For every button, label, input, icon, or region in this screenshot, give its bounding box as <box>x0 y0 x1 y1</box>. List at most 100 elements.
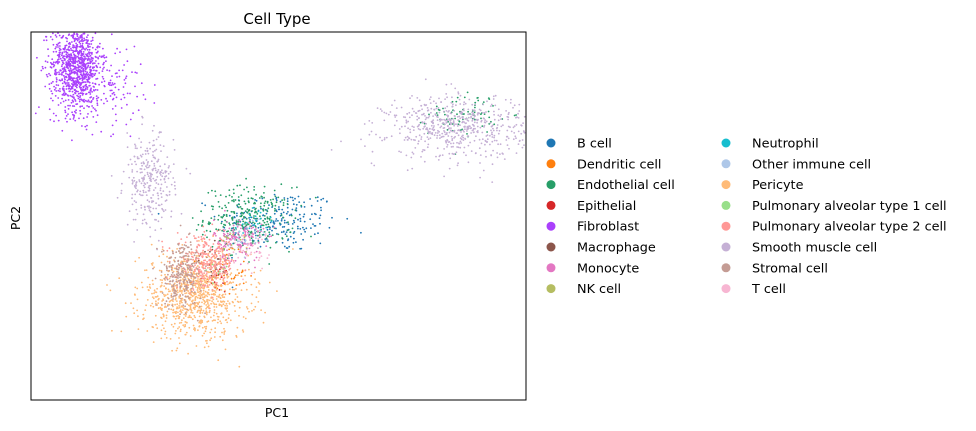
data-point <box>111 329 113 332</box>
data-point <box>120 107 123 109</box>
data-point <box>237 196 240 198</box>
data-point <box>252 233 255 236</box>
data-point <box>179 328 182 331</box>
data-point <box>242 316 245 318</box>
data-point <box>474 115 476 117</box>
data-point <box>501 118 504 120</box>
data-point <box>477 96 479 99</box>
data-point <box>93 74 96 77</box>
data-point <box>225 240 228 243</box>
data-point <box>79 86 81 89</box>
data-point <box>228 292 231 295</box>
data-point <box>201 277 204 280</box>
data-point <box>288 214 291 217</box>
data-point <box>179 224 182 227</box>
data-point <box>65 50 67 53</box>
data-point <box>209 230 212 233</box>
data-point <box>445 121 448 124</box>
data-point <box>485 155 487 158</box>
data-point <box>103 54 105 57</box>
data-point <box>229 267 232 270</box>
data-point <box>174 303 177 306</box>
legend-item: Neutrophil <box>721 137 819 152</box>
data-point <box>267 207 270 210</box>
data-point <box>255 217 258 220</box>
data-point <box>136 156 139 158</box>
data-point <box>197 280 200 283</box>
legend-marker <box>721 159 731 169</box>
data-point <box>159 291 162 293</box>
data-point <box>254 226 257 228</box>
data-point <box>176 265 179 267</box>
data-point <box>252 217 255 219</box>
data-point <box>209 262 212 264</box>
data-point <box>278 222 281 225</box>
data-point <box>50 82 53 85</box>
data-point <box>80 35 82 38</box>
data-point <box>222 255 224 257</box>
data-point <box>444 107 447 110</box>
legend-marker <box>546 180 556 190</box>
data-point <box>490 154 492 156</box>
data-point <box>242 282 245 285</box>
data-point <box>295 241 297 244</box>
data-point <box>212 234 215 237</box>
data-point <box>52 50 55 53</box>
data-point <box>185 331 188 334</box>
data-point <box>71 139 73 142</box>
data-point <box>421 150 424 153</box>
data-point <box>124 82 127 85</box>
data-point <box>237 206 240 209</box>
data-point <box>101 75 104 78</box>
data-point <box>246 227 248 229</box>
data-point <box>212 302 215 304</box>
data-point <box>282 202 285 204</box>
data-point <box>167 297 170 300</box>
data-point <box>275 197 278 200</box>
data-point <box>206 311 208 314</box>
data-point <box>109 79 112 82</box>
data-point <box>195 255 198 257</box>
data-point <box>182 304 185 307</box>
data-point <box>221 253 224 255</box>
data-point <box>283 219 286 222</box>
legend-label: Neutrophil <box>752 137 819 152</box>
data-point <box>368 133 371 136</box>
data-point <box>148 164 151 167</box>
data-point <box>312 223 314 226</box>
data-point <box>237 232 240 235</box>
data-point <box>216 263 219 266</box>
data-point <box>210 249 212 252</box>
data-point <box>194 316 197 319</box>
data-point <box>70 34 73 37</box>
data-point <box>232 228 235 231</box>
data-point <box>438 134 441 137</box>
data-point <box>67 55 69 58</box>
data-point <box>64 58 66 60</box>
data-point <box>211 263 214 266</box>
data-point <box>204 290 207 293</box>
data-point <box>191 318 194 321</box>
data-point <box>214 319 217 322</box>
data-point <box>249 231 252 234</box>
data-point <box>174 298 177 301</box>
data-point <box>239 241 242 244</box>
data-point <box>226 321 229 324</box>
data-point <box>461 111 464 114</box>
data-point <box>62 56 64 59</box>
data-point <box>141 286 144 289</box>
data-point <box>493 113 495 116</box>
data-point <box>192 307 195 309</box>
data-point <box>73 32 75 35</box>
data-point <box>239 300 242 303</box>
data-point <box>190 316 193 319</box>
data-point <box>219 297 222 300</box>
data-point <box>239 238 242 241</box>
data-point <box>244 227 247 229</box>
data-point <box>259 205 262 208</box>
data-point <box>81 59 84 62</box>
data-point <box>479 176 481 179</box>
data-point <box>155 148 158 151</box>
data-point <box>438 111 441 114</box>
data-point <box>211 283 214 286</box>
